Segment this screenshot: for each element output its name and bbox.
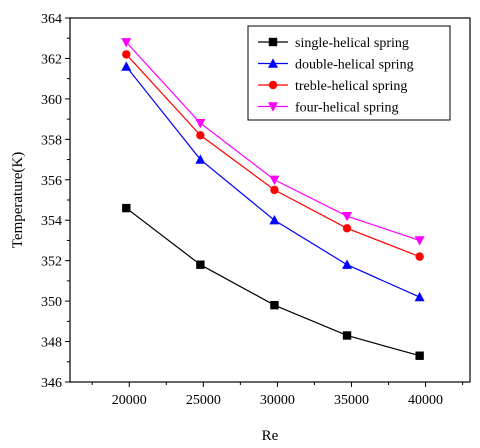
legend-item: single-helical spring xyxy=(258,36,409,51)
x-tick-label: 35000 xyxy=(334,393,369,408)
data-point xyxy=(195,154,206,164)
legend-marker xyxy=(268,102,278,112)
data-point xyxy=(342,224,352,233)
x-tick-label: 20000 xyxy=(112,393,147,408)
y-tick-label: 364 xyxy=(41,12,62,27)
x-tick-label: 30000 xyxy=(260,393,295,408)
y-tick-label: 362 xyxy=(41,52,62,67)
data-point xyxy=(270,300,279,310)
series-group xyxy=(121,38,425,360)
x-axis-title: Re xyxy=(262,428,279,444)
y-tick-label: 350 xyxy=(41,295,62,310)
x-tick-label: 40000 xyxy=(408,393,443,408)
y-tick-label: 360 xyxy=(41,93,62,108)
y-tick-label: 354 xyxy=(41,214,62,229)
data-point xyxy=(196,260,205,269)
legend-label: double-helical spring xyxy=(295,58,414,73)
data-point xyxy=(269,215,280,225)
data-point xyxy=(121,61,132,71)
legend-marker xyxy=(268,80,278,90)
data-point xyxy=(342,211,353,222)
legend-item: four-helical spring xyxy=(258,101,399,116)
legend-item: treble-helical spring xyxy=(258,79,407,94)
legend: single-helical spring double-helical spri… xyxy=(247,25,451,121)
data-point xyxy=(415,252,424,261)
data-point xyxy=(122,203,131,213)
data-point xyxy=(342,331,352,340)
data-point xyxy=(195,118,206,129)
x-axis: 20000 25000 30000 35000 40000 xyxy=(91,382,464,408)
legend-label: four-helical spring xyxy=(295,101,399,116)
y-tick-label: 356 xyxy=(41,174,62,189)
y-tick-label: 352 xyxy=(41,255,62,270)
data-point xyxy=(342,259,353,269)
data-point xyxy=(121,38,132,48)
data-point xyxy=(269,175,280,185)
y-tick-label: 346 xyxy=(41,376,62,391)
data-point xyxy=(270,185,279,195)
y-axis: 346 348 350 352 354 356 358 360 362 364 xyxy=(41,12,70,391)
y-tick-label: 348 xyxy=(41,336,62,351)
data-point xyxy=(415,351,424,360)
data-point xyxy=(122,50,131,59)
data-point xyxy=(196,131,205,140)
legend-marker xyxy=(268,37,278,47)
y-tick-label: 358 xyxy=(41,133,62,148)
legend-label: single-helical spring xyxy=(295,36,409,51)
series-3 xyxy=(122,50,424,261)
y-axis-title: Temperature(K) xyxy=(10,152,26,248)
legend-item: double-helical spring xyxy=(258,58,414,73)
data-point xyxy=(414,291,425,302)
data-point xyxy=(414,236,425,246)
series-2 xyxy=(121,61,425,302)
series-4 xyxy=(121,38,425,246)
legend-marker xyxy=(268,58,278,68)
x-tick-label: 25000 xyxy=(186,393,221,408)
series-1 xyxy=(122,203,424,360)
legend-label: treble-helical spring xyxy=(295,79,407,94)
